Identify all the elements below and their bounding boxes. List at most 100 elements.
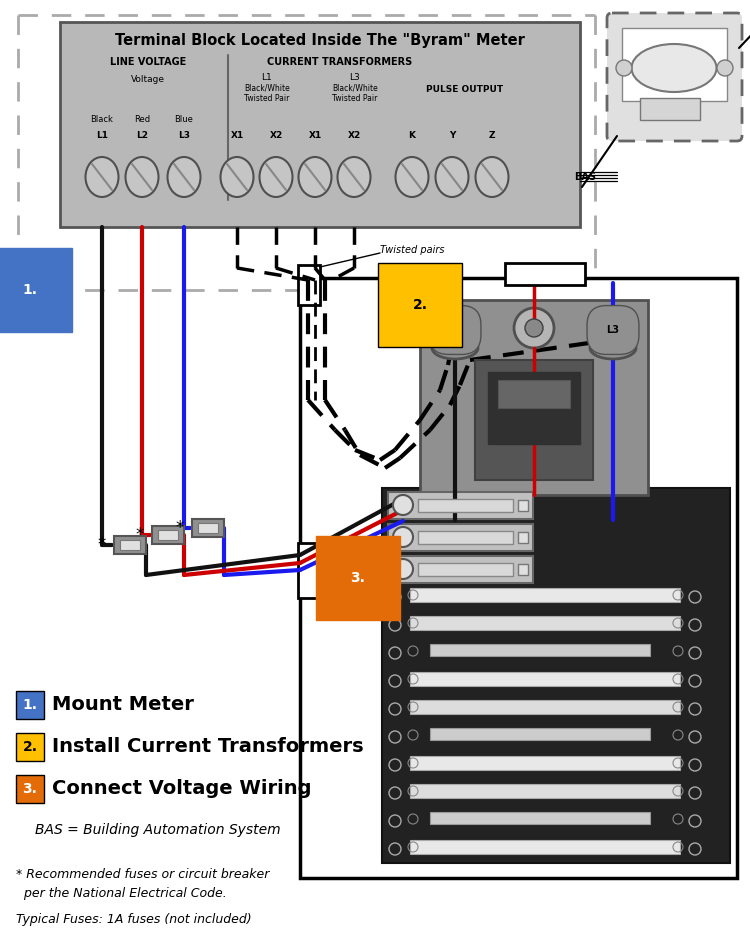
Circle shape	[393, 527, 413, 547]
FancyBboxPatch shape	[518, 500, 528, 511]
Ellipse shape	[395, 157, 428, 197]
FancyBboxPatch shape	[192, 519, 224, 537]
Text: * Recommended fuses or circuit breaker: * Recommended fuses or circuit breaker	[16, 869, 269, 882]
Text: L3: L3	[178, 131, 190, 139]
FancyBboxPatch shape	[622, 28, 727, 101]
FancyBboxPatch shape	[60, 22, 580, 227]
FancyBboxPatch shape	[300, 278, 737, 878]
Circle shape	[593, 308, 633, 348]
Text: per the National Electrical Code.: per the National Electrical Code.	[16, 886, 226, 900]
Text: Z: Z	[489, 131, 495, 139]
Text: BAS: BAS	[574, 172, 596, 182]
FancyBboxPatch shape	[430, 728, 650, 740]
FancyBboxPatch shape	[640, 98, 700, 120]
Text: 2.: 2.	[22, 740, 38, 754]
Circle shape	[393, 495, 413, 515]
Ellipse shape	[220, 157, 254, 197]
Ellipse shape	[436, 157, 469, 197]
Text: Mount Meter: Mount Meter	[52, 695, 194, 714]
FancyBboxPatch shape	[298, 265, 320, 305]
FancyBboxPatch shape	[418, 531, 513, 544]
Circle shape	[717, 60, 733, 76]
FancyBboxPatch shape	[388, 524, 533, 551]
Circle shape	[435, 308, 475, 348]
FancyBboxPatch shape	[410, 756, 680, 770]
FancyBboxPatch shape	[430, 812, 650, 824]
FancyBboxPatch shape	[418, 563, 513, 576]
Text: *: *	[176, 519, 184, 537]
Text: 3.: 3.	[350, 571, 365, 585]
FancyBboxPatch shape	[420, 300, 648, 495]
FancyBboxPatch shape	[120, 540, 140, 550]
Text: PULSE OUTPUT: PULSE OUTPUT	[427, 85, 503, 93]
FancyBboxPatch shape	[410, 840, 680, 854]
Ellipse shape	[338, 157, 370, 197]
FancyBboxPatch shape	[488, 372, 580, 444]
FancyBboxPatch shape	[158, 530, 178, 540]
Text: L3: L3	[607, 325, 619, 335]
Text: L1: L1	[448, 325, 461, 335]
Ellipse shape	[632, 44, 716, 92]
FancyBboxPatch shape	[298, 543, 320, 598]
FancyBboxPatch shape	[198, 523, 218, 533]
FancyBboxPatch shape	[607, 13, 742, 141]
Text: *: *	[98, 536, 106, 554]
FancyBboxPatch shape	[498, 380, 570, 408]
FancyBboxPatch shape	[418, 499, 513, 512]
Text: L1: L1	[96, 131, 108, 139]
FancyBboxPatch shape	[410, 784, 680, 798]
Ellipse shape	[167, 157, 200, 197]
Text: BAS = Building Automation System: BAS = Building Automation System	[35, 823, 280, 837]
Text: Typical Fuses: 1A fuses (not included): Typical Fuses: 1A fuses (not included)	[16, 914, 251, 927]
Circle shape	[514, 308, 554, 348]
FancyBboxPatch shape	[410, 672, 680, 686]
Circle shape	[616, 60, 632, 76]
Text: L2: L2	[136, 131, 148, 139]
FancyBboxPatch shape	[410, 616, 680, 630]
Text: K: K	[409, 131, 416, 139]
Text: CURRENT TRANSFORMERS: CURRENT TRANSFORMERS	[267, 57, 413, 67]
Ellipse shape	[590, 337, 636, 359]
Ellipse shape	[125, 157, 158, 197]
FancyBboxPatch shape	[382, 488, 730, 863]
Text: L1: L1	[262, 73, 272, 82]
Text: Connect Voltage Wiring: Connect Voltage Wiring	[52, 779, 311, 799]
Ellipse shape	[602, 343, 624, 353]
Ellipse shape	[86, 157, 118, 197]
Ellipse shape	[476, 157, 508, 197]
Text: Install Current Transformers: Install Current Transformers	[52, 738, 364, 756]
FancyBboxPatch shape	[388, 492, 533, 519]
Text: Twisted pairs: Twisted pairs	[380, 245, 445, 255]
Text: Black: Black	[91, 116, 113, 124]
FancyBboxPatch shape	[16, 775, 44, 803]
Circle shape	[604, 319, 622, 337]
Text: Black/White
Twisted Pair: Black/White Twisted Pair	[244, 83, 290, 103]
FancyBboxPatch shape	[16, 733, 44, 761]
FancyBboxPatch shape	[152, 526, 184, 544]
Ellipse shape	[260, 157, 292, 197]
FancyBboxPatch shape	[475, 360, 593, 480]
Text: 3.: 3.	[22, 782, 38, 796]
FancyBboxPatch shape	[518, 532, 528, 543]
Ellipse shape	[432, 337, 478, 359]
FancyBboxPatch shape	[430, 644, 650, 656]
Text: 1.: 1.	[22, 698, 38, 712]
FancyBboxPatch shape	[505, 263, 585, 285]
FancyBboxPatch shape	[410, 700, 680, 714]
FancyBboxPatch shape	[114, 536, 146, 554]
Circle shape	[446, 319, 464, 337]
FancyBboxPatch shape	[16, 691, 44, 719]
Ellipse shape	[444, 343, 466, 353]
Text: Voltage: Voltage	[131, 74, 165, 84]
FancyBboxPatch shape	[410, 588, 680, 602]
Text: Terminal Block Located Inside The "Byram" Meter: Terminal Block Located Inside The "Byram…	[115, 33, 525, 47]
Circle shape	[525, 319, 543, 337]
Text: L3: L3	[350, 73, 360, 82]
Text: 1.: 1.	[22, 283, 38, 297]
Text: *: *	[136, 526, 144, 544]
Circle shape	[393, 559, 413, 579]
Text: Red: Red	[134, 116, 150, 124]
Text: Black/White
Twisted Pair: Black/White Twisted Pair	[332, 83, 378, 103]
Text: Y: Y	[448, 131, 455, 139]
Text: Blue: Blue	[175, 116, 194, 124]
